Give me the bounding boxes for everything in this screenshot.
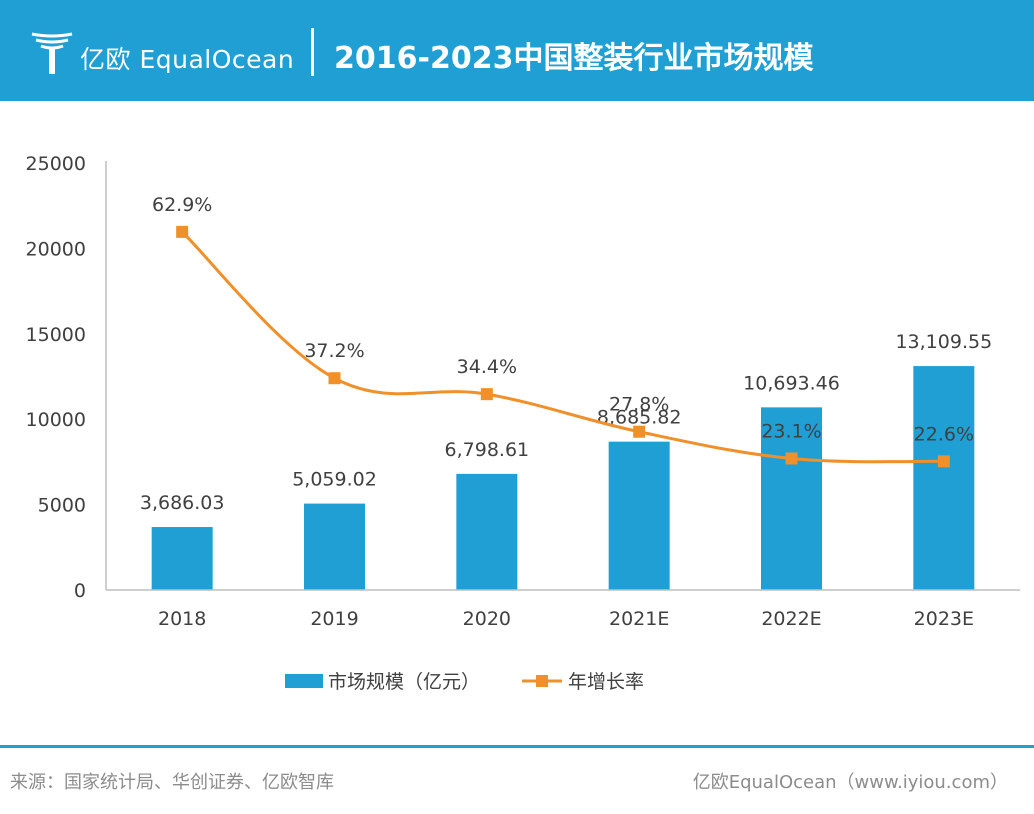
x-axis: 2018 2019 2020 2021E 2022E 2023E (106, 589, 1020, 630)
x-tick-label: 2019 (310, 608, 358, 630)
y-tick-label: 20000 (26, 238, 86, 260)
growth-rate-marker (480, 388, 493, 401)
bar-value-label: 3,686.03 (140, 492, 225, 514)
growth-rate-marker (633, 425, 646, 438)
legend-label-market-size: 市场规模（亿元） (328, 671, 480, 693)
growth-rate-marker (328, 372, 341, 385)
growth-rate-label: 23.1% (761, 420, 821, 442)
growth-rate-marker (785, 452, 798, 465)
y-tick-label: 15000 (26, 324, 86, 346)
bar-value-label: 10,693.46 (743, 372, 840, 394)
y-tick-label: 25000 (26, 153, 86, 175)
y-tick-label: 10000 (26, 409, 86, 431)
x-tick-label: 2020 (463, 608, 511, 630)
source-note: 来源：国家统计局、华创证券、亿欧智库 (10, 772, 334, 793)
growth-rate-label: 37.2% (304, 340, 364, 362)
page-title: 2016-2023中国整装行业市场规模 (334, 41, 814, 76)
chart: 0 5000 10000 15000 20000 25000 3,686.03 5,059.… (26, 153, 1020, 693)
bar (456, 473, 518, 590)
brand-name: 亿欧 EqualOcean (80, 45, 295, 74)
bar-value-label: 13,109.55 (895, 331, 992, 353)
bar (913, 366, 975, 590)
x-tick-label: 2018 (158, 608, 206, 630)
growth-rate-label: 34.4% (457, 356, 517, 378)
growth-rate-marker (937, 455, 950, 468)
legend-marker-growth-rate (536, 675, 548, 687)
y-tick-label: 0 (74, 580, 86, 602)
legend: 市场规模（亿元） 年增长率 (285, 671, 644, 693)
bar-value-label: 6,798.61 (445, 439, 530, 461)
header-divider (311, 28, 314, 76)
bar-value-label: 5,059.02 (292, 469, 377, 491)
bar (151, 527, 213, 590)
y-tick-label: 5000 (38, 495, 86, 517)
bar (761, 407, 822, 590)
growth-rate-label: 22.6% (914, 423, 974, 445)
x-tick-label: 2023E (914, 608, 974, 630)
line-series: 62.9% 37.2% 34.4% 27.8% 23.1% 22.6% (152, 194, 974, 468)
footer-rule (0, 745, 1034, 748)
footer-credit: 亿欧EqualOcean（www.iyiou.com） (692, 772, 1008, 793)
header-bar: 亿欧 EqualOcean 2016-2023中国整装行业市场规模 (0, 0, 1034, 101)
x-tick-label: 2021E (609, 608, 669, 630)
growth-rate-marker (176, 225, 189, 238)
x-tick-label: 2022E (761, 608, 821, 630)
growth-rate-line (181, 230, 944, 464)
legend-swatch-market-size (285, 674, 323, 688)
equalocean-logo-icon (31, 32, 73, 74)
y-axis: 0 5000 10000 15000 20000 25000 (26, 153, 107, 602)
bar (304, 503, 365, 590)
growth-rate-label: 27.8% (609, 394, 669, 416)
legend-label-growth-rate: 年增长率 (568, 671, 644, 693)
bar-series: 3,686.03 5,059.02 6,798.61 8,685.82 10,693.4… (140, 331, 992, 590)
bar (608, 441, 670, 590)
growth-rate-label: 62.9% (152, 194, 212, 216)
bar-value-label: 8,685.82 (597, 407, 682, 429)
